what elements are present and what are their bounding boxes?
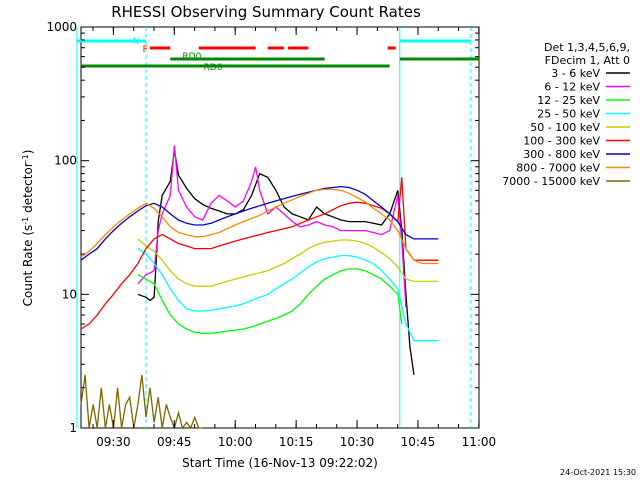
y-axis-title-sup2: -1	[21, 154, 30, 162]
x-axis: 09:30 09:45 10:00 10:15 10:30 10:45 11:00	[92, 27, 497, 449]
series-line-2	[137, 145, 407, 308]
y-axis-title-mid: detector	[21, 162, 35, 217]
legend-entry-label: 3 - 6 keV	[551, 67, 600, 80]
legend-entry-label: 50 - 100 keV	[530, 121, 600, 134]
y-tick-label: 10	[62, 287, 77, 301]
series-line-3	[137, 268, 403, 335]
y-tick-label: 1	[69, 421, 77, 435]
chart-title: RHESSI Observing Summary Count Rates	[111, 3, 421, 21]
legend-entry-label: 7000 - 15000 keV	[502, 175, 600, 188]
y-axis-title-main: Count Rate (s	[21, 225, 35, 307]
legend-entry-label: 800 - 7000 keV	[516, 162, 600, 175]
legend-header-2: FDecim 1, Att 0	[545, 54, 630, 67]
x-tick-label: 10:30	[340, 435, 375, 449]
generation-timestamp: 24-Oct-2021 15:30	[560, 468, 636, 477]
y-axis-title-end: )	[21, 150, 35, 155]
y-axis: 1 10 100 1000	[46, 20, 479, 435]
rd0-flag-label: RD0	[182, 52, 201, 62]
night-flag-label: N	[132, 37, 139, 47]
series-line-5	[137, 238, 439, 287]
legend-entry-label: 25 - 50 keV	[537, 108, 600, 121]
saa-flag-label: F	[143, 45, 148, 55]
series-line-4	[137, 248, 439, 342]
y-axis-title: Count Rate (s-1 detector-1)	[21, 150, 36, 307]
y-axis-title-sup1: -1	[21, 217, 30, 225]
x-tick-label: 10:00	[218, 435, 253, 449]
legend-entry-label: 100 - 300 keV	[523, 135, 600, 148]
series-line-6	[80, 177, 439, 330]
x-axis-title: Start Time (16-Nov-13 09:22:02)	[182, 456, 378, 470]
y-tick-label: 100	[54, 154, 77, 168]
x-tick-label: 09:45	[157, 435, 192, 449]
rd6-flag-label: RD6	[204, 63, 223, 73]
series-line-7	[80, 185, 439, 261]
legend: Det 1,3,4,5,6,9, FDecim 1, Att 0 3 - 6 k…	[502, 41, 630, 188]
x-tick-label: 10:45	[401, 435, 436, 449]
y-tick-label: 1000	[46, 20, 77, 34]
series-line-9	[80, 374, 203, 431]
series-line-1	[137, 149, 415, 375]
legend-entry-label: 300 - 800 keV	[523, 148, 600, 161]
legend-entry-label: 12 - 25 keV	[537, 94, 600, 107]
x-tick-label: 10:15	[279, 435, 314, 449]
plot-frame	[80, 26, 480, 429]
legend-entry-label: 6 - 12 keV	[544, 81, 600, 94]
x-tick-label: 11:00	[462, 435, 497, 449]
series-line-8	[80, 188, 439, 265]
x-tick-label: 09:30	[96, 435, 131, 449]
legend-header-1: Det 1,3,4,5,6,9,	[544, 41, 630, 54]
